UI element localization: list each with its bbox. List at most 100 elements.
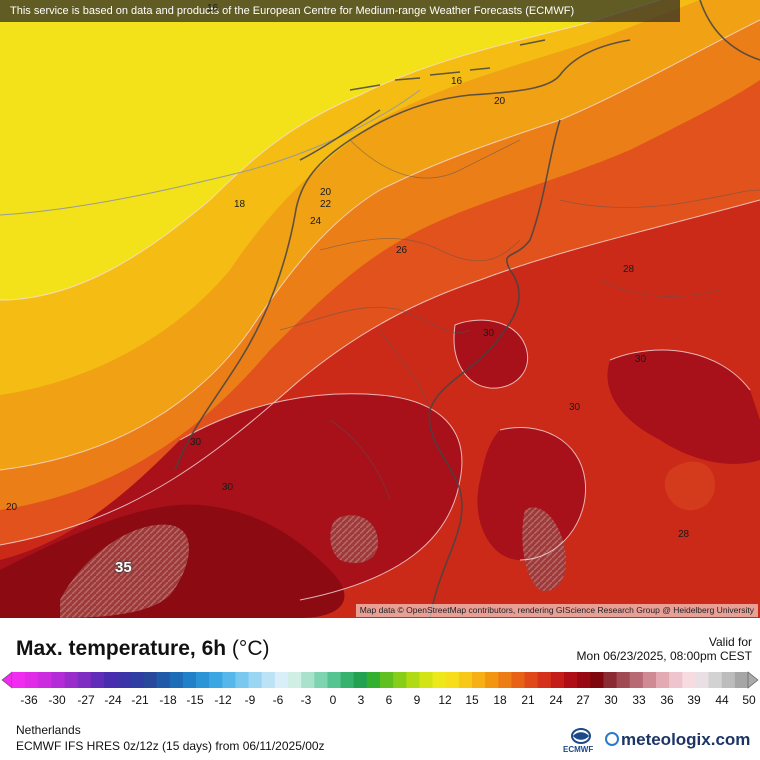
scale-arrow-left bbox=[1, 671, 13, 689]
scale-cell bbox=[432, 672, 447, 688]
contour-label: 16 bbox=[451, 76, 463, 87]
contour-label: 26 bbox=[396, 245, 408, 256]
ecmwf-emblem-icon bbox=[571, 728, 591, 744]
contour-label: 30 bbox=[569, 402, 581, 413]
scale-cell bbox=[314, 672, 329, 688]
scale-cell bbox=[485, 672, 499, 688]
scale-cell bbox=[682, 672, 697, 688]
scale-cell bbox=[248, 672, 263, 688]
scale-cell bbox=[156, 672, 171, 688]
contour-label: 18 bbox=[234, 199, 246, 210]
scale-tick: 50 bbox=[742, 693, 756, 707]
scale-cell bbox=[445, 672, 460, 688]
scale-cell bbox=[117, 672, 131, 688]
page-title: Max. temperature, 6h (°C) bbox=[16, 637, 269, 661]
scale-ticks: -36 -30 -27 -24 -21 -18 -15 -12 -9 -6 -3… bbox=[0, 693, 760, 709]
scale-cell bbox=[288, 672, 302, 688]
scale-cell bbox=[353, 672, 368, 688]
scale-tick: 9 bbox=[413, 693, 421, 707]
scale-tick: 24 bbox=[549, 693, 563, 707]
scale-tick: 44 bbox=[715, 693, 729, 707]
scale-cell bbox=[393, 672, 407, 688]
contour-label: 20 bbox=[6, 502, 18, 513]
brand-text: meteologix.com bbox=[621, 730, 751, 749]
scale-cell bbox=[38, 672, 53, 688]
contour-label: 22 bbox=[320, 199, 332, 210]
scale-cell bbox=[274, 672, 289, 688]
scale-cell bbox=[12, 672, 26, 688]
temperature-field bbox=[0, 0, 760, 618]
scale-tick: -18 bbox=[159, 693, 177, 707]
title-unit: (°C) bbox=[231, 637, 270, 660]
scale-tick: 3 bbox=[357, 693, 365, 707]
ecmwf-banner: This service is based on data and produc… bbox=[0, 0, 680, 22]
scale-cell bbox=[406, 672, 421, 688]
scale-cell bbox=[261, 672, 276, 688]
ecmwf-logo-text: ECMWF bbox=[563, 745, 594, 754]
title-text: Max. temperature, 6h bbox=[16, 637, 227, 660]
scale-tick: 30 bbox=[604, 693, 618, 707]
meteologix-logo[interactable]: meteologix.com bbox=[605, 730, 750, 750]
scale-cell bbox=[669, 672, 683, 688]
scale-cell bbox=[577, 672, 591, 688]
scale-cell bbox=[64, 672, 79, 688]
ecmwf-logo[interactable]: ECMWF bbox=[561, 726, 601, 756]
max-value-label: 35 bbox=[115, 559, 132, 576]
contour-label: 24 bbox=[310, 216, 322, 227]
contour-label: 30 bbox=[190, 437, 202, 448]
scale-tick: -27 bbox=[77, 693, 95, 707]
scale-cell bbox=[629, 672, 644, 688]
contour-label: 20 bbox=[494, 96, 506, 107]
valid-date: Mon 06/23/2025, 08:00pm CEST bbox=[576, 649, 752, 663]
scale-cell bbox=[695, 672, 710, 688]
scale-cell bbox=[537, 672, 552, 688]
scale-tick: -30 bbox=[48, 693, 66, 707]
scale-cell bbox=[564, 672, 578, 688]
scale-cell bbox=[25, 672, 39, 688]
forecast-map[interactable]: This service is based on data and produc… bbox=[0, 0, 760, 618]
scale-cell bbox=[182, 672, 197, 688]
scale-tick: 12 bbox=[438, 693, 452, 707]
scale-cell bbox=[524, 672, 539, 688]
valid-label: Valid for bbox=[708, 635, 752, 649]
scale-arrow-right bbox=[747, 671, 759, 689]
region-label: Netherlands bbox=[16, 723, 81, 737]
scale-cell bbox=[721, 672, 736, 688]
scale-cell bbox=[616, 672, 631, 688]
scale-cells bbox=[12, 672, 749, 688]
contour-label: 30 bbox=[635, 354, 647, 365]
scale-cell bbox=[498, 672, 513, 688]
scale-cell bbox=[734, 672, 749, 688]
scale-tick: 33 bbox=[632, 693, 646, 707]
scale-cell bbox=[656, 672, 670, 688]
scale-tick: 21 bbox=[521, 693, 535, 707]
scale-cell bbox=[550, 672, 565, 688]
scale-tick: -15 bbox=[186, 693, 204, 707]
scale-cell bbox=[209, 672, 223, 688]
contour-label: 28 bbox=[678, 529, 690, 540]
scale-cell bbox=[380, 672, 394, 688]
scale-tick: 18 bbox=[493, 693, 507, 707]
scale-cell bbox=[130, 672, 145, 688]
scale-cell bbox=[143, 672, 158, 688]
scale-cell bbox=[51, 672, 66, 688]
scale-tick: 36 bbox=[660, 693, 674, 707]
scale-cell bbox=[104, 672, 118, 688]
scale-cell bbox=[708, 672, 723, 688]
scale-cell bbox=[196, 672, 210, 688]
scale-cell bbox=[366, 672, 381, 688]
scale-tick: -9 bbox=[244, 693, 256, 707]
contour-label: 30 bbox=[483, 328, 495, 339]
contour-label: 20 bbox=[320, 187, 332, 198]
scale-tick: -3 bbox=[300, 693, 312, 707]
scale-cell bbox=[327, 672, 342, 688]
scale-tick: -36 bbox=[20, 693, 38, 707]
map-attribution[interactable]: Map data © OpenStreetMap contributors, r… bbox=[355, 604, 758, 617]
scale-tick: -24 bbox=[104, 693, 122, 707]
scale-cell bbox=[169, 672, 184, 688]
scale-cell bbox=[590, 672, 605, 688]
scale-cell bbox=[603, 672, 618, 688]
scale-cell bbox=[301, 672, 315, 688]
scale-cell bbox=[458, 672, 473, 688]
scale-cell bbox=[90, 672, 105, 688]
